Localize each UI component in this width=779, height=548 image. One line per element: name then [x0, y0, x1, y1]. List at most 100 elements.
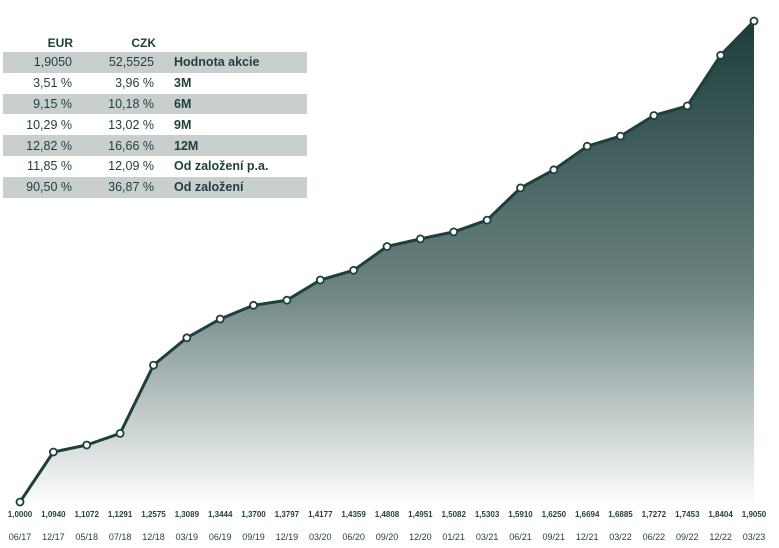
x-axis-labels: 06/17 12/17 05/18 07/18 12/18 03/19 06/19 09/19… [9, 532, 766, 542]
cell-eur: 9,15 % [3, 93, 76, 115]
x-tick-label: 07/18 [109, 532, 132, 542]
value-label: 1,1072 [74, 510, 99, 519]
cell-eur: 1,9050 [3, 52, 76, 73]
value-label: 1,7272 [642, 510, 667, 519]
value-label: 1,1291 [108, 510, 133, 519]
value-label: 1,3444 [208, 510, 233, 519]
value-label: 1,4951 [408, 510, 433, 519]
cell-eur: 90,50 % [3, 176, 76, 198]
x-tick-label: 01/21 [442, 532, 465, 542]
data-point [582, 141, 592, 151]
data-point [349, 265, 359, 275]
data-point [749, 16, 759, 26]
data-point [382, 242, 392, 251]
header-czk: CZK [131, 35, 156, 50]
x-tick-label: 12/20 [409, 532, 432, 542]
data-point [315, 275, 325, 285]
value-label: 1,6250 [542, 510, 567, 519]
value-label: 1,4177 [308, 510, 333, 519]
value-label: 1,9050 [742, 510, 767, 519]
table-row: 3,51 % 3,96 % 3M [3, 73, 307, 94]
value-label: 1,4359 [341, 510, 366, 519]
cell-eur: 11,85 % [27, 159, 72, 174]
cell-czk: 16,66 % [76, 135, 158, 156]
data-points [15, 16, 759, 507]
table-row: 10,29 % 13,02 % 9M [3, 114, 307, 135]
data-point [482, 215, 492, 225]
cell-label: 12M [158, 135, 307, 156]
data-point [415, 234, 425, 244]
cell-czk: 13,02 % [108, 117, 154, 132]
data-point [182, 333, 192, 343]
x-tick-label: 06/21 [509, 532, 532, 542]
x-tick-label: 09/19 [242, 532, 265, 542]
area-fill [20, 21, 754, 506]
cell-label: Hodnota akcie [158, 52, 307, 73]
value-label: 1,0940 [41, 510, 66, 519]
header-label [158, 33, 307, 52]
table-header: EUR CZK [3, 33, 307, 52]
value-label: 1,3700 [241, 510, 266, 519]
table-row: 9,15 % 10,18 % 6M [3, 93, 307, 115]
data-point [516, 183, 525, 193]
data-point [115, 428, 125, 438]
value-label: 1,6694 [575, 510, 600, 519]
data-point [549, 165, 559, 175]
x-tick-label: 12/19 [276, 532, 299, 542]
data-point [682, 101, 692, 111]
data-point [249, 300, 258, 310]
table-row: 1,9050 52,5525 Hodnota akcie [3, 52, 307, 73]
data-point [82, 440, 92, 450]
data-point [215, 314, 225, 324]
cell-czk: 36,87 % [76, 176, 158, 198]
value-label: 1,6885 [608, 510, 633, 519]
x-tick-label: 12/17 [42, 532, 65, 542]
x-tick-label: 09/21 [543, 532, 566, 542]
table-row: 11,85 % 12,09 % Od založení p.a. [3, 156, 307, 177]
x-tick-label: 06/17 [9, 532, 32, 542]
cell-eur: 12,82 % [3, 135, 76, 156]
x-tick-label: 03/22 [609, 532, 632, 542]
data-point [15, 497, 25, 507]
data-point [616, 131, 625, 141]
x-tick-label: 03/19 [176, 532, 199, 542]
data-point [149, 360, 158, 370]
x-tick-label: 09/20 [376, 532, 399, 542]
x-tick-label: 12/21 [576, 532, 599, 542]
cell-czk: 10,18 % [76, 93, 158, 115]
value-label: 1,5082 [441, 510, 466, 519]
cell-czk: 12,09 % [108, 159, 154, 174]
value-label: 1,5303 [475, 510, 500, 519]
data-point [282, 295, 292, 305]
x-tick-label: 06/19 [209, 532, 232, 542]
value-label: 1,2575 [141, 510, 166, 519]
value-label: 1,0000 [8, 510, 33, 519]
value-labels: 1,0000 1,0940 1,1072 1,1291 1,2575 1,3089 1,34… [8, 510, 767, 519]
cell-label: 6M [158, 93, 307, 115]
value-label: 1,5910 [508, 510, 533, 519]
data-point [449, 227, 459, 237]
cell-czk: 3,96 % [115, 76, 154, 91]
value-label: 1,8404 [708, 510, 733, 519]
performance-table: EUR CZK 1,9050 52,5525 Hodnota akcie 3,5… [3, 33, 307, 198]
x-tick-label: 12/18 [142, 532, 165, 542]
cell-label: 9M [174, 117, 192, 132]
cell-eur: 10,29 % [26, 117, 72, 132]
cell-czk: 52,5525 [76, 52, 158, 73]
x-tick-label: 03/23 [743, 532, 766, 542]
cell-label: Od založení p.a. [174, 159, 269, 174]
value-label: 1,7453 [675, 510, 700, 519]
x-tick-label: 09/22 [676, 532, 699, 542]
cell-eur: 3,51 % [33, 76, 72, 91]
x-tick-label: 03/21 [476, 532, 499, 542]
cell-label: 3M [174, 76, 192, 91]
x-tick-label: 12/22 [709, 532, 732, 542]
table-row: 90,50 % 36,87 % Od založení [3, 176, 307, 198]
value-label: 1,3089 [175, 510, 200, 519]
data-point [649, 111, 659, 120]
x-tick-label: 05/18 [75, 532, 98, 542]
x-tick-label: 03/20 [309, 532, 332, 542]
data-point [716, 50, 725, 60]
value-label: 1,4808 [375, 510, 400, 519]
